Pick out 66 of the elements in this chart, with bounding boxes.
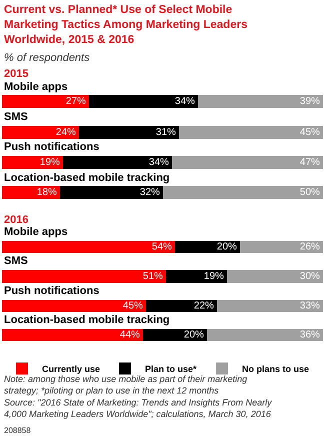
data-label: 20% [216, 242, 237, 252]
data-label: 19% [204, 271, 224, 282]
data-label: 19% [40, 157, 60, 168]
data-label: 30% [300, 271, 320, 282]
data-label: 47% [300, 157, 320, 168]
data-label: 45% [122, 300, 143, 312]
bar [175, 241, 240, 253]
data-label: 26% [300, 242, 320, 252]
text: 2016 [4, 214, 28, 226]
y-tick-label: Mobile apps [4, 81, 68, 93]
data-label: 24% [56, 127, 76, 138]
data-label: 27% [66, 96, 86, 107]
data-label: 54% [152, 242, 172, 252]
bar [166, 270, 227, 283]
data-label: 18% [36, 187, 57, 198]
bar [143, 329, 207, 341]
y-tick-label: Mobile apps [4, 226, 68, 238]
data-label: 34% [148, 157, 169, 168]
bar [60, 186, 163, 199]
bar [198, 95, 323, 108]
data-label: 32% [140, 187, 160, 198]
bar [89, 95, 198, 108]
data-label: 44% [120, 330, 140, 340]
legend-label: Currently use [42, 364, 100, 374]
bar [2, 126, 79, 139]
data-label: 39% [300, 96, 320, 107]
data-label: 34% [174, 96, 195, 107]
text: 208858 [4, 426, 32, 435]
bar [2, 156, 63, 169]
bar [2, 186, 60, 199]
chart-title: Current vs. Planned* Use of Select Mobile Marketing Tactics Among Marketing Leaders Worldwide, 2015 & 2016 [4, 4, 248, 46]
y-tick-label: Push notifications [4, 285, 100, 297]
text: Note: among those who use mobile as part of their marketing strategy; *piloting or plan to use in the next 12 months [4, 374, 248, 396]
bar [63, 156, 172, 169]
bar [79, 126, 179, 139]
data-label: 20% [184, 330, 204, 340]
chart-subtitle: % of respondents [4, 52, 90, 64]
bar [240, 241, 323, 253]
data-label: 45% [300, 127, 320, 138]
bar [172, 156, 323, 169]
data-label: 22% [194, 300, 214, 312]
legend-label: No plans to use [242, 364, 310, 374]
y-tick-label: Location-based mobile tracking [4, 172, 170, 184]
data-label: 36% [300, 330, 320, 340]
bar [179, 126, 323, 139]
y-tick-label: SMS [4, 111, 28, 123]
data-label: 51% [142, 271, 163, 282]
bar [163, 186, 323, 199]
bar [2, 270, 166, 283]
annotation: 2015 [4, 68, 28, 80]
legend-label: Plan to use* [145, 364, 198, 374]
y-tick-label: SMS [4, 255, 28, 267]
bar [2, 95, 89, 108]
data-label: 50% [300, 187, 320, 198]
y-tick-label: Push notifications [4, 141, 100, 153]
bar [2, 300, 146, 312]
bar [2, 329, 143, 341]
y-tick-label: Location-based mobile tracking [4, 314, 170, 326]
bar [217, 300, 323, 312]
data-label: 31% [156, 127, 176, 138]
data-label: 33% [300, 300, 320, 312]
source-note: Source: "2016 State of Marketing: Trends and Insights From Nearly 4,000 Marketing Leaders Worldwide"; calculations, March 30, 2016 [4, 397, 272, 420]
bar [227, 270, 323, 283]
bar [2, 241, 175, 253]
bar [146, 300, 217, 312]
bar [207, 329, 323, 341]
